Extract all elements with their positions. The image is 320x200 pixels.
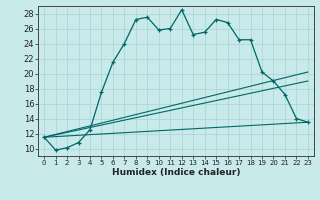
X-axis label: Humidex (Indice chaleur): Humidex (Indice chaleur) xyxy=(112,168,240,177)
